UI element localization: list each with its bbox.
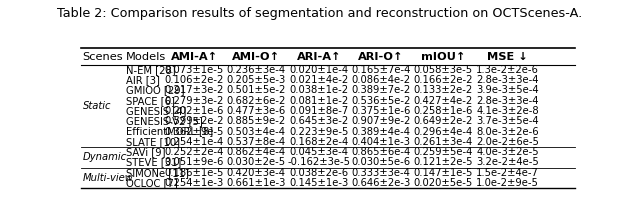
Text: 3.2e-2±4e-5: 3.2e-2±4e-5	[476, 157, 539, 167]
Text: 8.0e-3±2e-6: 8.0e-3±2e-6	[476, 126, 539, 136]
Text: 0.038±1e-2: 0.038±1e-2	[289, 85, 349, 95]
Text: 0.106±2e-2: 0.106±2e-2	[164, 75, 224, 85]
Text: 0.091±8e-7: 0.091±8e-7	[289, 106, 349, 116]
Text: 0.021±4e-2: 0.021±4e-2	[289, 75, 349, 85]
Text: 0.058±3e-5: 0.058±3e-5	[413, 65, 472, 75]
Text: 0.030±2e-5: 0.030±2e-5	[227, 157, 285, 167]
Text: ARI-O↑: ARI-O↑	[358, 52, 404, 62]
Text: 0.503±4e-4: 0.503±4e-4	[227, 126, 285, 136]
Text: 0.389±7e-2: 0.389±7e-2	[351, 85, 411, 95]
Text: 0.081±1e-2: 0.081±1e-2	[289, 96, 349, 106]
Text: 1.5e-2±4e-7: 1.5e-2±4e-7	[476, 168, 539, 178]
Text: 0.259±5e-4: 0.259±5e-4	[413, 147, 473, 157]
Text: 0.537±8e-4: 0.537±8e-4	[227, 137, 285, 147]
Text: GENESIS-V2 [5]: GENESIS-V2 [5]	[125, 116, 202, 126]
Text: 0.147±1e-5: 0.147±1e-5	[413, 168, 473, 178]
Text: 0.477±3e-6: 0.477±3e-6	[227, 106, 285, 116]
Text: 0.296±4e-4: 0.296±4e-4	[413, 126, 473, 136]
Text: 0.885±9e-2: 0.885±9e-2	[227, 116, 285, 126]
Text: 1.3e-2±2e-6: 1.3e-2±2e-6	[476, 65, 539, 75]
Text: -0.162±3e-5: -0.162±3e-5	[287, 157, 351, 167]
Text: SLATE [10]: SLATE [10]	[125, 137, 180, 147]
Text: 0.333±3e-4: 0.333±3e-4	[351, 168, 410, 178]
Text: 0.254±1e-3: 0.254±1e-3	[164, 178, 224, 188]
Text: 2.8e-3±3e-4: 2.8e-3±3e-4	[476, 96, 539, 106]
Text: SIMONe [11]: SIMONe [11]	[125, 168, 189, 178]
Text: 0.217±3e-2: 0.217±3e-2	[164, 85, 224, 95]
Text: OCLOC [7]: OCLOC [7]	[125, 178, 177, 188]
Text: Multi-view: Multi-view	[83, 173, 133, 183]
Text: AMI-A↑: AMI-A↑	[170, 52, 218, 62]
Text: 0.145±1e-3: 0.145±1e-3	[289, 178, 349, 188]
Text: 0.166±2e-2: 0.166±2e-2	[413, 75, 473, 85]
Text: MSE ↓: MSE ↓	[487, 52, 528, 62]
Text: Dynamic: Dynamic	[83, 152, 127, 162]
Text: 0.186±1e-5: 0.186±1e-5	[164, 168, 224, 178]
Text: EfficientMORL [8]: EfficientMORL [8]	[125, 126, 212, 136]
Text: 0.599±2e-2: 0.599±2e-2	[164, 116, 224, 126]
Text: Scenes: Scenes	[83, 52, 123, 62]
Text: GENESIS [4]: GENESIS [4]	[125, 106, 186, 116]
Text: 0.038±2e-6: 0.038±2e-6	[289, 168, 349, 178]
Text: mIOU↑: mIOU↑	[421, 52, 465, 62]
Text: 0.865±6e-4: 0.865±6e-4	[351, 147, 411, 157]
Text: 0.252±2e-4: 0.252±2e-4	[164, 147, 224, 157]
Text: Table 2: Comparison results of segmentation and reconstruction on OCTScenes-A.: Table 2: Comparison results of segmentat…	[58, 7, 582, 20]
Text: 0.168±2e-4: 0.168±2e-4	[289, 137, 349, 147]
Text: 0.375±1e-6: 0.375±1e-6	[351, 106, 411, 116]
Text: SAVi [9]: SAVi [9]	[125, 147, 165, 157]
Text: 2.8e-3±3e-4: 2.8e-3±3e-4	[476, 75, 539, 85]
Text: 0.165±7e-4: 0.165±7e-4	[351, 65, 411, 75]
Text: 0.427±4e-2: 0.427±4e-2	[413, 96, 473, 106]
Text: 1.0e-2±9e-5: 1.0e-2±9e-5	[476, 178, 539, 188]
Text: 0.501±5e-2: 0.501±5e-2	[227, 85, 286, 95]
Text: 0.646±2e-3: 0.646±2e-3	[351, 178, 411, 188]
Text: 0.254±1e-4: 0.254±1e-4	[164, 137, 224, 147]
Text: 0.682±6e-2: 0.682±6e-2	[227, 96, 286, 106]
Text: 4.1e-3±2e-8: 4.1e-3±2e-8	[476, 106, 539, 116]
Text: 0.862±4e-4: 0.862±4e-4	[227, 147, 285, 157]
Text: Models: Models	[125, 52, 166, 62]
Text: 3.9e-3±5e-4: 3.9e-3±5e-4	[476, 85, 539, 95]
Text: 0.389±4e-4: 0.389±4e-4	[351, 126, 411, 136]
Text: 0.279±3e-2: 0.279±3e-2	[164, 96, 224, 106]
Text: 0.202±1e-6: 0.202±1e-6	[164, 106, 224, 116]
Text: 0.121±2e-5: 0.121±2e-5	[413, 157, 473, 167]
Text: 0.236±3e-4: 0.236±3e-4	[227, 65, 285, 75]
Text: 4.0e-3±2e-5: 4.0e-3±2e-5	[476, 147, 539, 157]
Text: 0.205±5e-3: 0.205±5e-3	[227, 75, 285, 85]
Text: 0.020±5e-5: 0.020±5e-5	[413, 178, 473, 188]
Text: 0.051±9e-6: 0.051±9e-6	[164, 157, 224, 167]
Text: 0.420±3e-4: 0.420±3e-4	[227, 168, 285, 178]
Text: N-EM [28]: N-EM [28]	[125, 65, 175, 75]
Text: GMIOO [29]: GMIOO [29]	[125, 85, 184, 95]
Text: 3.7e-3±5e-4: 3.7e-3±5e-4	[476, 116, 539, 126]
Text: Static: Static	[83, 101, 111, 111]
Text: 0.645±3e-2: 0.645±3e-2	[289, 116, 349, 126]
Text: 0.404±1e-3: 0.404±1e-3	[351, 137, 411, 147]
Text: 0.133±2e-2: 0.133±2e-2	[413, 85, 473, 95]
Text: 0.536±5e-2: 0.536±5e-2	[351, 96, 411, 106]
Text: AMI-O↑: AMI-O↑	[232, 52, 280, 62]
Text: 0.223±9e-5: 0.223±9e-5	[289, 126, 349, 136]
Text: 0.362±9e-5: 0.362±9e-5	[164, 126, 224, 136]
Text: 0.649±2e-2: 0.649±2e-2	[413, 116, 473, 126]
Text: AIR [3]: AIR [3]	[125, 75, 159, 85]
Text: 0.086±4e-2: 0.086±4e-2	[351, 75, 411, 85]
Text: 2.0e-2±6e-5: 2.0e-2±6e-5	[476, 137, 539, 147]
Text: 0.258±1e-6: 0.258±1e-6	[413, 106, 473, 116]
Text: 0.020±1e-4: 0.020±1e-4	[289, 65, 349, 75]
Text: 0.045±3e-4: 0.045±3e-4	[289, 147, 349, 157]
Text: ARI-A↑: ARI-A↑	[297, 52, 341, 62]
Text: STEVE [31]: STEVE [31]	[125, 157, 181, 167]
Text: 0.261±3e-4: 0.261±3e-4	[413, 137, 473, 147]
Text: 0.661±1e-3: 0.661±1e-3	[227, 178, 286, 188]
Text: 0.907±9e-2: 0.907±9e-2	[351, 116, 411, 126]
Text: SPACE [6]: SPACE [6]	[125, 96, 175, 106]
Text: 0.030±5e-6: 0.030±5e-6	[351, 157, 411, 167]
Text: 0.073±1e-5: 0.073±1e-5	[164, 65, 224, 75]
